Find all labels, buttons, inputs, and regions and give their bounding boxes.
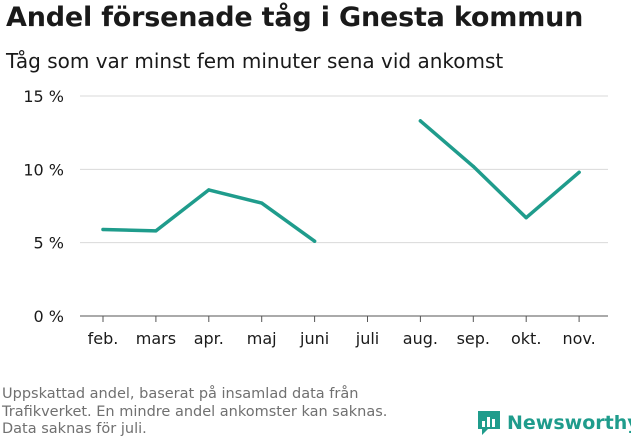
series-line bbox=[101, 188, 317, 243]
data-point bbox=[154, 229, 158, 233]
x-tick-label: maj bbox=[247, 329, 277, 348]
footnote-line-2: Trafikverket. En mindre andel ankomster … bbox=[2, 403, 388, 420]
x-tick-label: aug. bbox=[403, 329, 438, 348]
y-tick-label: 10 % bbox=[23, 160, 64, 179]
x-tick-label: nov. bbox=[562, 329, 595, 348]
y-tick-label: 5 % bbox=[34, 234, 64, 253]
data-point bbox=[101, 227, 105, 232]
data-point bbox=[207, 188, 211, 192]
x-tick-label: apr. bbox=[194, 329, 224, 348]
chart-subtitle: Tåg som var minst fem minuter sena vid a… bbox=[6, 49, 504, 73]
data-point bbox=[418, 119, 422, 123]
data-point bbox=[313, 239, 317, 243]
data-point bbox=[260, 201, 264, 205]
y-tick-label: 0 % bbox=[34, 307, 64, 326]
chart-title: Andel försenade tåg i Gnesta kommun bbox=[6, 2, 584, 33]
x-tick-label: mars bbox=[136, 329, 176, 348]
newsworthy-logo-icon bbox=[478, 411, 500, 435]
footnote-line-3: Data saknas för juli. bbox=[2, 421, 147, 437]
footnote-line-1: Uppskattad andel, baserat på insamlad da… bbox=[2, 386, 359, 402]
x-tick-label: juli bbox=[355, 329, 379, 348]
series-line bbox=[418, 119, 581, 220]
data-point bbox=[471, 164, 475, 168]
x-tick-label: sep. bbox=[457, 329, 490, 348]
y-tick-label: 15 % bbox=[23, 87, 64, 106]
x-tick-label: juni bbox=[299, 329, 329, 348]
footnote: Uppskattad andel, baserat på insamlad da… bbox=[2, 386, 442, 439]
data-point bbox=[524, 216, 528, 220]
brand-logo: Newsworthy bbox=[476, 409, 631, 437]
brand-name: Newsworthy bbox=[507, 412, 631, 434]
x-tick-label: okt. bbox=[511, 329, 541, 348]
data-point bbox=[577, 170, 581, 174]
x-tick-label: feb. bbox=[88, 329, 119, 348]
